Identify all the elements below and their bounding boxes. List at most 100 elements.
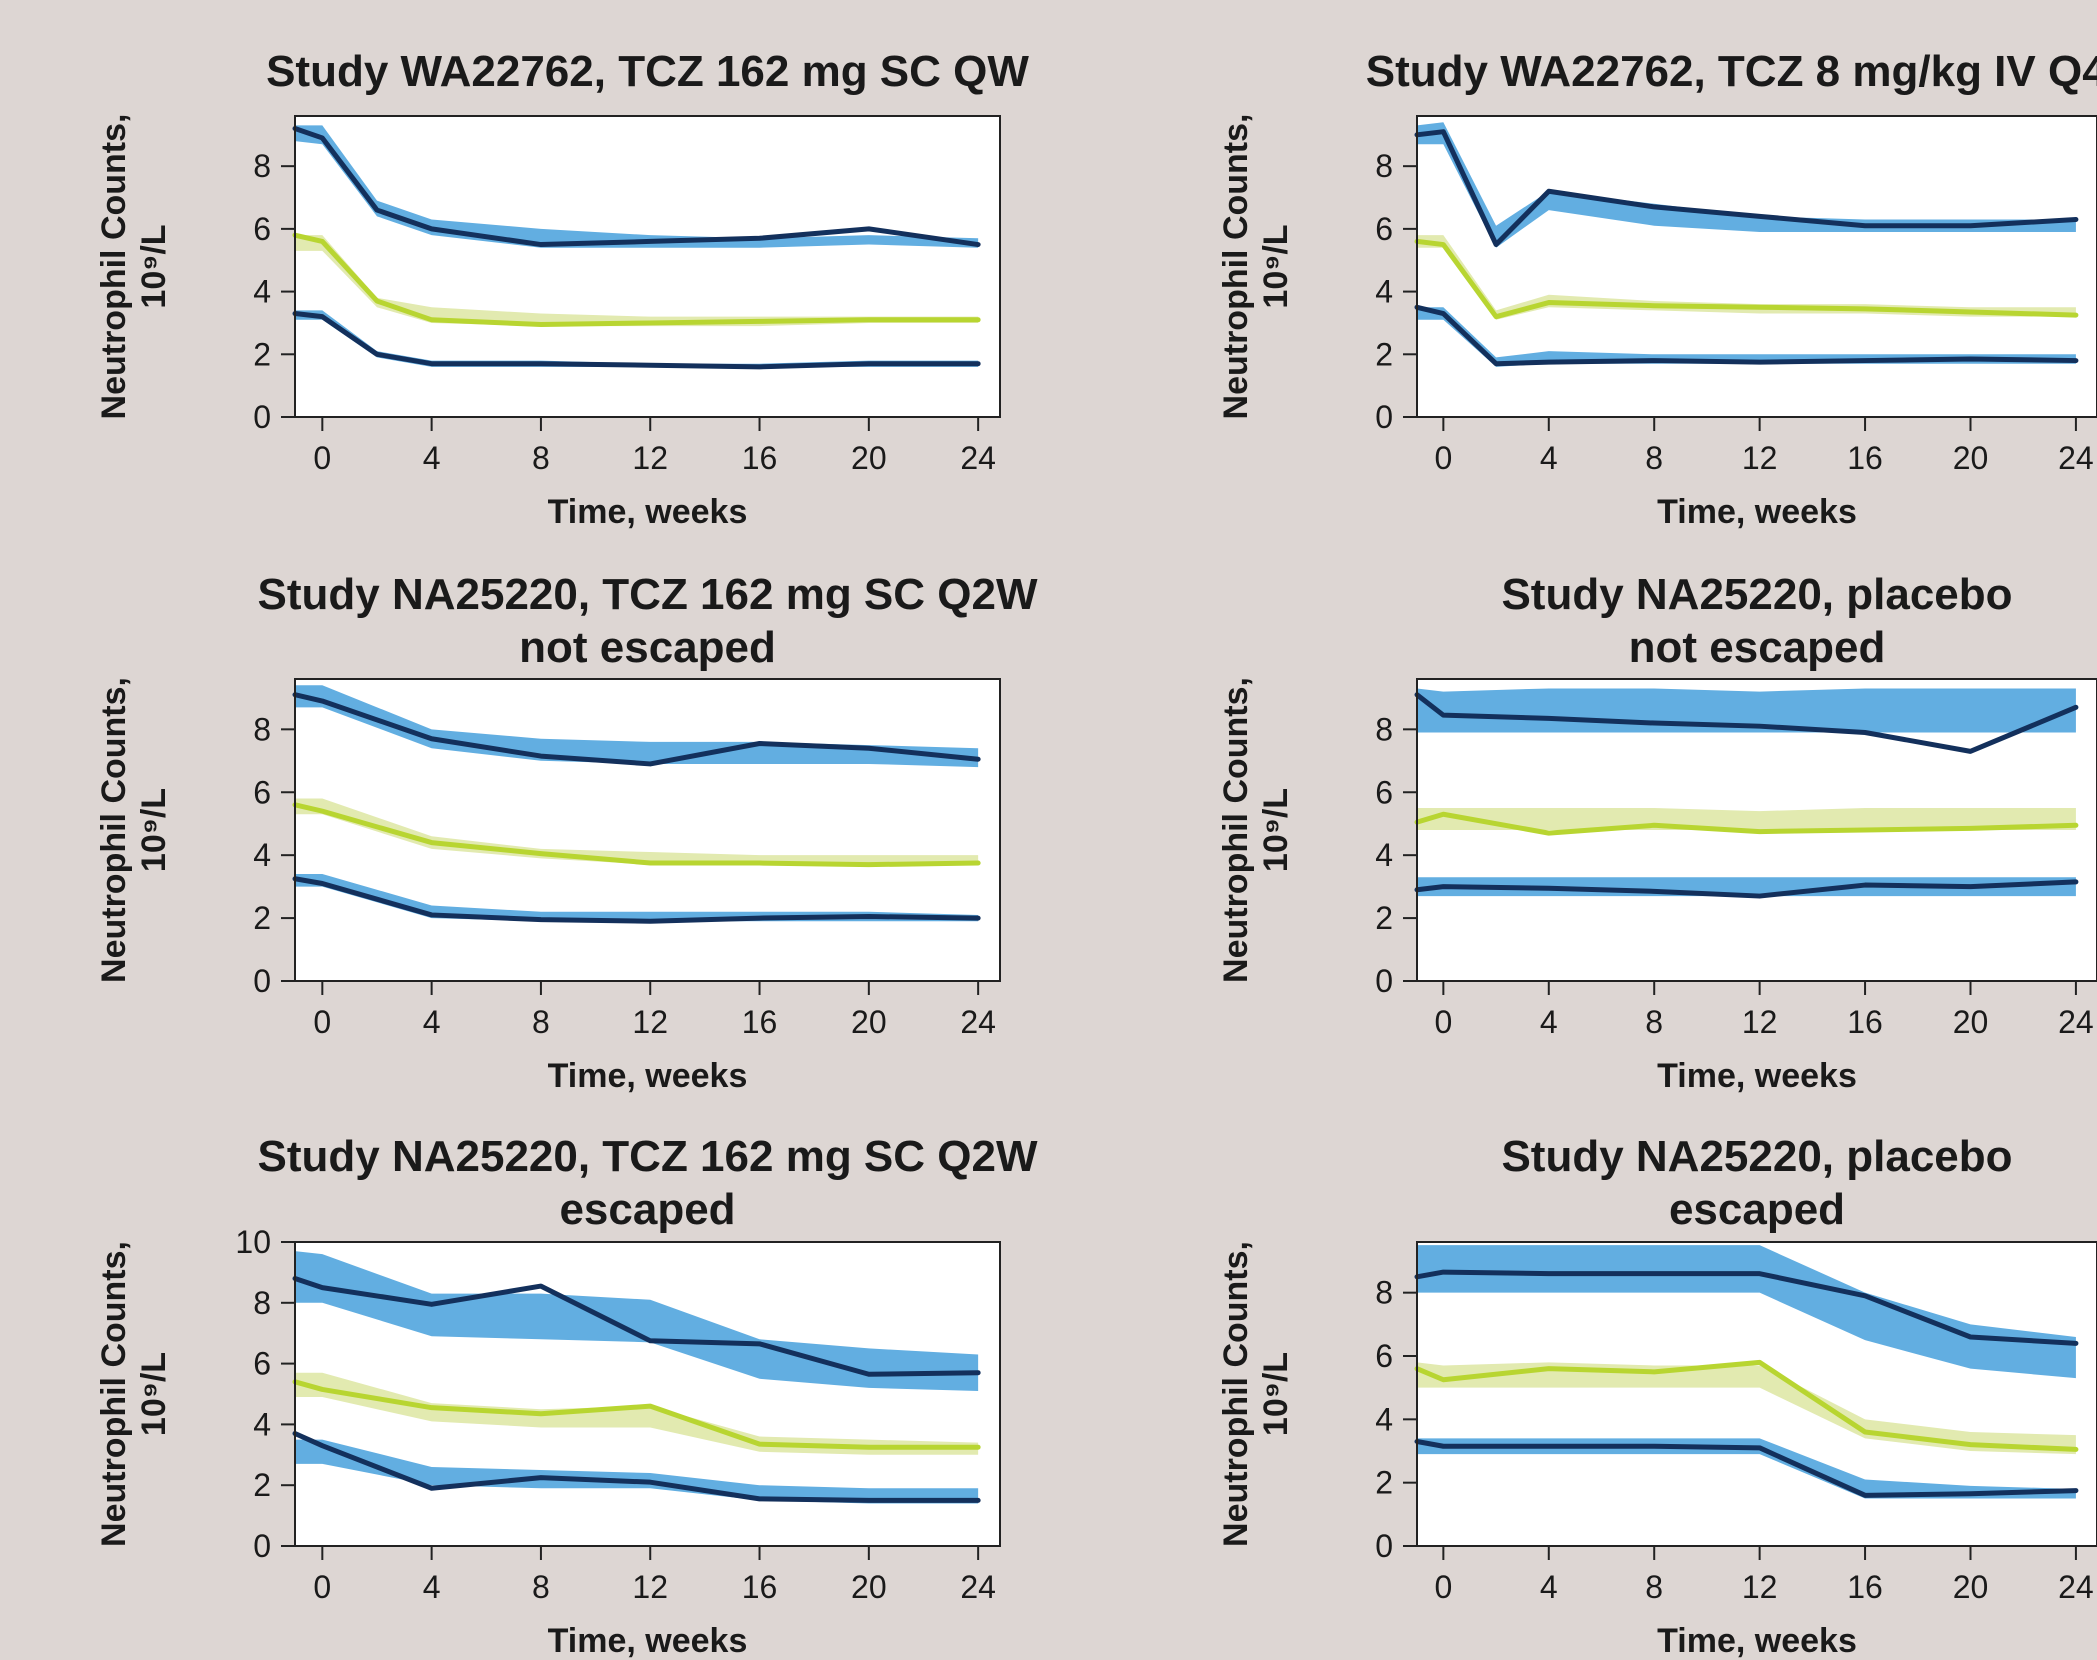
plot-frame — [294, 1241, 1001, 1547]
y-tick-label: 6 — [1375, 1338, 1393, 1374]
y-axis-label: Neutrophil Counts, — [1217, 114, 1255, 420]
series-line-3 — [1414, 1439, 2079, 1498]
band-2 — [1417, 235, 2076, 320]
x-tick-label: 16 — [742, 440, 778, 476]
x-tick-label: 4 — [1540, 1569, 1558, 1605]
plot-area — [1417, 116, 2097, 417]
y-tick-label: 0 — [253, 1528, 271, 1564]
x-tick-label: 24 — [2058, 1569, 2094, 1605]
panel-title: Study WA22762, TCZ 162 mg SC QW — [266, 47, 1029, 96]
y-tick-label: 2 — [1375, 900, 1393, 936]
x-tick-label: 16 — [1847, 440, 1883, 476]
x-tick-label: 8 — [1645, 1004, 1663, 1040]
y-axis-label: 10⁹/L — [1257, 788, 1295, 872]
series-line-3 — [292, 876, 981, 924]
y-tick-label: 4 — [253, 837, 271, 873]
band-2 — [295, 1372, 979, 1455]
y-tick-label: 2 — [253, 900, 271, 936]
x-tick-label: 12 — [1742, 1569, 1778, 1605]
x-tick-label: 0 — [313, 440, 331, 476]
band-3 — [295, 310, 979, 367]
y-axis-label: 10⁹/L — [135, 1352, 173, 1436]
panel-title: escaped — [1669, 1185, 1845, 1234]
band-2 — [1417, 807, 2076, 830]
x-tick-label: 8 — [532, 440, 550, 476]
band-3 — [295, 1439, 979, 1504]
x-tick-label: 8 — [532, 1004, 550, 1040]
x-tick-label: 4 — [423, 440, 441, 476]
x-tick-label: 8 — [1645, 1569, 1663, 1605]
y-axis-label: Neutrophil Counts, — [1217, 1241, 1255, 1547]
panel-title: not escaped — [1629, 623, 1886, 672]
y-tick-label: 0 — [1375, 399, 1393, 435]
x-tick-label: 20 — [851, 1004, 887, 1040]
band-3 — [1417, 1438, 2076, 1499]
y-tick-label: 8 — [1375, 711, 1393, 747]
y-tick-label: 2 — [1375, 336, 1393, 372]
x-axis-label: Time, weeks — [1657, 1057, 1857, 1095]
x-tick-label: 20 — [851, 440, 887, 476]
series-line-1 — [292, 126, 981, 248]
y-axis-label: Neutrophil Counts, — [95, 677, 133, 983]
x-tick-label: 8 — [1645, 440, 1663, 476]
x-tick-label: 0 — [1434, 440, 1452, 476]
x-axis-label: Time, weeks — [548, 493, 748, 531]
x-tick-label: 12 — [632, 1004, 668, 1040]
y-tick-label: 0 — [253, 963, 271, 999]
series-line-3 — [1414, 879, 2079, 899]
series-line-2 — [292, 802, 981, 868]
plot-frame — [1416, 115, 2097, 418]
x-tick-label: 0 — [313, 1004, 331, 1040]
series-line-2 — [292, 1379, 981, 1450]
plot-frame — [1416, 1241, 2097, 1547]
x-axis-label: Time, weeks — [1657, 1622, 1857, 1660]
x-tick-label: 12 — [1742, 440, 1778, 476]
band-2 — [1417, 1362, 2076, 1455]
y-axis-label: 10⁹/L — [1257, 224, 1295, 308]
series-line-3 — [1414, 304, 2079, 367]
plot-frame — [294, 678, 1001, 982]
x-tick-label: 12 — [1742, 1004, 1778, 1040]
y-tick-label: 6 — [1375, 774, 1393, 810]
y-tick-label: 0 — [1375, 963, 1393, 999]
x-tick-label: 24 — [2058, 440, 2094, 476]
y-axis-label: 10⁹/L — [135, 788, 173, 872]
panel-title: Study NA25220, TCZ 162 mg SC Q2W — [258, 570, 1038, 619]
plot-area — [295, 116, 1000, 417]
y-tick-label: 2 — [253, 336, 271, 372]
x-tick-label: 4 — [423, 1569, 441, 1605]
x-axis-label: Time, weeks — [548, 1057, 748, 1095]
band-1 — [1417, 122, 2076, 248]
y-tick-label: 4 — [1375, 837, 1393, 873]
x-tick-label: 12 — [632, 1569, 668, 1605]
x-tick-label: 20 — [1953, 1569, 1989, 1605]
panel-title: Study NA25220, placebo — [1501, 1132, 2012, 1181]
y-tick-label: 4 — [1375, 1401, 1393, 1437]
series-line-1 — [1414, 1269, 2079, 1346]
x-tick-label: 24 — [960, 440, 996, 476]
y-tick-label: 2 — [1375, 1465, 1393, 1501]
series-line-2 — [1414, 811, 2079, 836]
plot-frame — [294, 115, 1001, 418]
panel-title: escaped — [559, 1185, 735, 1234]
y-axis-label: Neutrophil Counts, — [95, 114, 133, 420]
y-tick-label: 4 — [253, 274, 271, 310]
x-axis-label: Time, weeks — [1657, 493, 1857, 531]
x-tick-label: 20 — [1953, 1004, 1989, 1040]
x-tick-label: 16 — [742, 1004, 778, 1040]
y-tick-label: 0 — [1375, 1528, 1393, 1564]
series-line-1 — [1414, 129, 2079, 248]
y-tick-label: 8 — [1375, 1275, 1393, 1311]
y-tick-label: 10 — [235, 1224, 271, 1260]
band-3 — [295, 874, 979, 922]
y-tick-label: 6 — [253, 1346, 271, 1382]
x-tick-label: 8 — [532, 1569, 550, 1605]
band-1 — [1417, 1245, 2076, 1379]
y-axis-label: 10⁹/L — [1257, 1352, 1295, 1436]
series-line-2 — [1414, 1359, 2079, 1452]
x-tick-label: 20 — [851, 1569, 887, 1605]
x-tick-label: 20 — [1953, 440, 1989, 476]
